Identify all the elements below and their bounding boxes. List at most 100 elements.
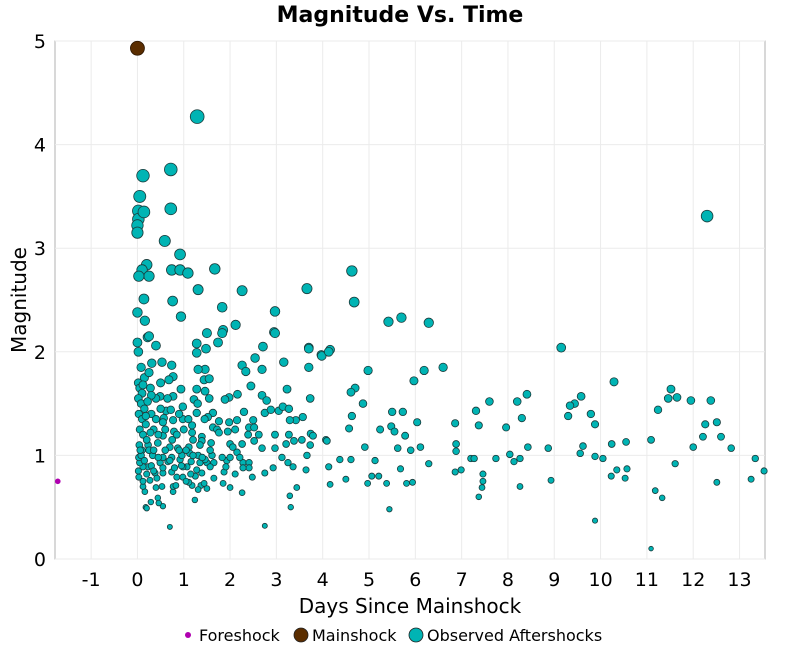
aftershock-point [388, 407, 397, 417]
y-axis-label: Magnitude [7, 247, 31, 353]
aftershock-point [651, 487, 659, 494]
aftershock-point [686, 396, 696, 405]
aftershock-point [457, 466, 465, 474]
aftershock-point [309, 431, 317, 440]
aftershock-point [154, 453, 162, 462]
x-tick-label: 3 [270, 569, 282, 591]
aftershock-point [139, 477, 147, 485]
aftershock-point [383, 316, 394, 327]
aftershock-point [182, 446, 190, 454]
aftershock-point [279, 357, 289, 367]
aftershock-point [358, 399, 368, 408]
aftershock-point [303, 343, 314, 354]
aftershock-point [151, 415, 161, 424]
aftershock-point [223, 427, 232, 436]
aftershock-point [250, 423, 259, 432]
aftershock-point [262, 396, 271, 405]
y-tick-labels: 0 1 2 3 4 5 [34, 31, 46, 571]
aftershock-point [146, 428, 155, 437]
aftershock-point [189, 451, 197, 460]
aftershock-point [184, 415, 193, 424]
aftershock-point [140, 456, 149, 465]
aftershock-point [622, 438, 630, 446]
aftershock-point [672, 393, 682, 402]
aftershock-point [547, 476, 555, 484]
aftershock-point [290, 437, 298, 445]
aftershock-point [266, 405, 276, 415]
aftershock-point [132, 337, 143, 348]
aftershock-point [156, 378, 166, 388]
aftershock-point [249, 416, 258, 425]
aftershock-point [143, 270, 155, 282]
aftershock-point [176, 384, 186, 394]
aftershock-point [203, 485, 211, 492]
aftershock-point [154, 430, 163, 439]
aftershock-point [239, 407, 249, 417]
aftershock-point [229, 443, 237, 451]
aftershock-point [396, 465, 405, 473]
aftershock-point [147, 358, 157, 368]
aftershock-point [166, 456, 174, 465]
aftershock-point [451, 468, 459, 476]
aftershock-point [201, 328, 212, 339]
aftershock-point [238, 489, 246, 497]
x-tick-label: 2 [224, 569, 236, 591]
aftershock-point [425, 460, 433, 468]
aftershock-point [215, 428, 223, 437]
aftershock-point [346, 265, 358, 277]
aftershock-point [193, 399, 202, 408]
aftershock-point [325, 463, 333, 471]
aftershock-point [187, 457, 195, 466]
aftershock-point [164, 162, 178, 177]
aftershock-point [502, 423, 511, 432]
aftershock-point [751, 454, 759, 463]
x-tick-label: -1 [82, 569, 101, 591]
aftershock-point [512, 397, 522, 406]
aftershock-point [170, 464, 179, 472]
aftershock-point [133, 270, 145, 282]
aftershock-point [361, 443, 369, 451]
aftershock-point [194, 486, 202, 493]
aftershock-point [254, 430, 263, 439]
aftershock-point [244, 430, 253, 439]
aftershock-point [576, 449, 584, 458]
aftershock-point [133, 346, 144, 357]
aftershock-point [398, 407, 407, 417]
aftershock-point [298, 412, 307, 422]
aftershock-point [363, 365, 373, 376]
aftershock-point [172, 430, 181, 439]
aftershock-point [712, 418, 721, 427]
aftershock-point [147, 498, 155, 506]
aftershock-point [403, 479, 410, 487]
aftershock-point [157, 357, 167, 367]
aftershock-point [470, 454, 478, 463]
aftershock-point [648, 545, 654, 552]
aftershock-point [201, 343, 211, 354]
aftershock-point [451, 419, 460, 428]
legend-foreshock-label: Foreshock [199, 626, 281, 645]
aftershock-point [192, 284, 204, 296]
aftershock-point [245, 464, 253, 472]
aftershock-point [607, 440, 616, 448]
aftershock-point [671, 460, 679, 468]
aftershock-point [204, 394, 214, 403]
aftershock-point [565, 401, 575, 410]
aftershock-point [241, 366, 251, 377]
aftershock-point [188, 428, 197, 437]
aftershock-point [383, 479, 391, 487]
x-tick-label: 0 [131, 569, 143, 591]
aftershock-point [297, 435, 306, 444]
aftershock-point [200, 479, 208, 487]
y-tick-label: 5 [34, 31, 46, 53]
aftershock-point [409, 376, 419, 386]
aftershock-point [210, 474, 218, 482]
aftershock-point [216, 301, 228, 313]
aftershock-point [284, 459, 292, 467]
aftershock-point [236, 285, 248, 297]
aftershock-point [406, 446, 415, 454]
aftershock-point [209, 263, 221, 275]
aftershock-point [564, 411, 573, 421]
aftershock-point [287, 504, 294, 511]
aftershock-point [452, 447, 460, 456]
